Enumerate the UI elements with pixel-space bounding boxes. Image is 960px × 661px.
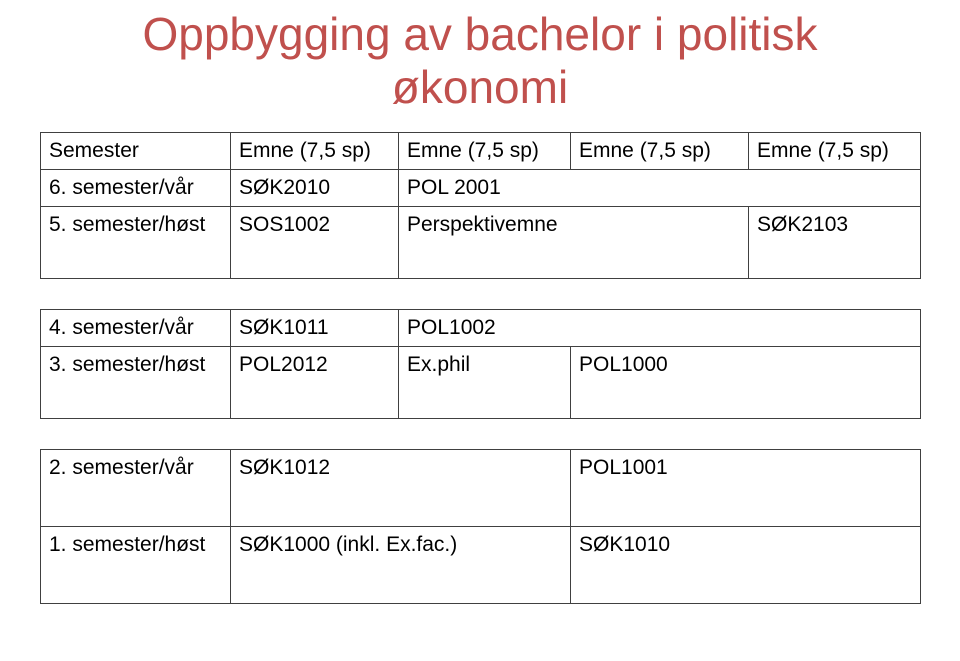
table-row: 6. semester/vår SØK2010 POL 2001	[41, 169, 921, 206]
row-label: 1. semester/høst	[41, 526, 231, 603]
cell: SØK1011	[231, 309, 399, 346]
header-row: Semester Emne (7,5 sp) Emne (7,5 sp) Emn…	[41, 132, 921, 169]
title-line-2: økonomi	[392, 61, 568, 113]
table-group-3: 2. semester/vår SØK1012 POL1001 1. semes…	[40, 449, 920, 604]
table-row: 2. semester/vår SØK1012 POL1001	[41, 449, 921, 526]
table-row: 5. semester/høst SOS1002 Perspektivemne …	[41, 206, 921, 278]
cell: Perspektivemne	[399, 206, 749, 278]
row-label: 2. semester/vår	[41, 449, 231, 526]
cell: POL1001	[571, 449, 921, 526]
row-label: 4. semester/vår	[41, 309, 231, 346]
page-title: Oppbygging av bachelor i politisk økonom…	[40, 8, 920, 114]
cell: POL1000	[571, 346, 921, 418]
cell: Ex.phil	[399, 346, 571, 418]
cell: SOS1002	[231, 206, 399, 278]
cell: POL1002	[399, 309, 921, 346]
cell: POL2012	[231, 346, 399, 418]
header-col-3: Emne (7,5 sp)	[571, 132, 749, 169]
header-col-1: Emne (7,5 sp)	[231, 132, 399, 169]
table-row: 3. semester/høst POL2012 Ex.phil POL1000	[41, 346, 921, 418]
row-label: 5. semester/høst	[41, 206, 231, 278]
header-col-2: Emne (7,5 sp)	[399, 132, 571, 169]
row-label: 3. semester/høst	[41, 346, 231, 418]
cell: SØK1010	[571, 526, 921, 603]
cell: SØK1012	[231, 449, 571, 526]
table-group-1: Semester Emne (7,5 sp) Emne (7,5 sp) Emn…	[40, 132, 920, 279]
table-row: 1. semester/høst SØK1000 (inkl. Ex.fac.)…	[41, 526, 921, 603]
cell: SØK2103	[749, 206, 921, 278]
cell: POL 2001	[399, 169, 921, 206]
title-line-1: Oppbygging av bachelor i politisk	[142, 8, 817, 60]
header-semester: Semester	[41, 132, 231, 169]
table-group-2: 4. semester/vår SØK1011 POL1002 3. semes…	[40, 309, 920, 419]
header-col-4: Emne (7,5 sp)	[749, 132, 921, 169]
cell: SØK2010	[231, 169, 399, 206]
row-label: 6. semester/vår	[41, 169, 231, 206]
table-row: 4. semester/vår SØK1011 POL1002	[41, 309, 921, 346]
cell: SØK1000 (inkl. Ex.fac.)	[231, 526, 571, 603]
